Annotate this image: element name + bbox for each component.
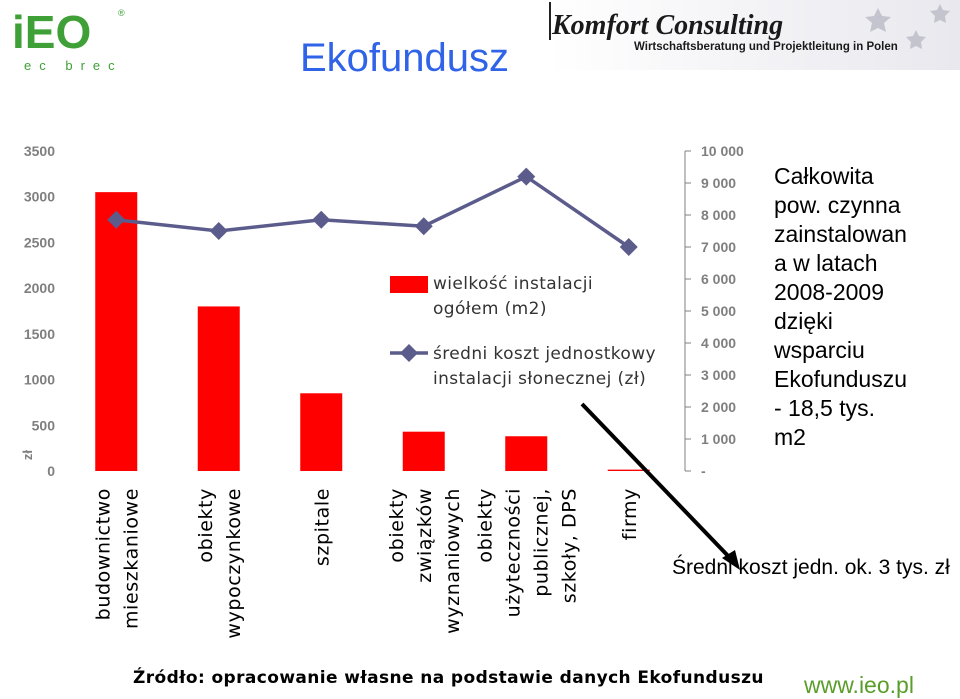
x-tick-label: obiekty wypoczynkowe bbox=[195, 488, 245, 639]
chart: 0 500 1000 1500 2000 2500 3000 3500 - 1 000 2 000… bbox=[20, 143, 744, 639]
y2-tick-label: 6 000 bbox=[701, 271, 736, 287]
x-tick-label: obiekty związków wyznaniowych bbox=[386, 488, 464, 634]
y-tick-label: 3500 bbox=[24, 143, 55, 159]
source-footer: Źródło: opracowanie własne na podstawie … bbox=[133, 668, 764, 688]
y-axis-title: zł bbox=[20, 450, 35, 461]
brand-name: Komfort Consulting bbox=[551, 10, 783, 41]
avg-cost-note: Średni koszt jedn. ok. 3 tys. zł bbox=[672, 556, 950, 579]
y2-tick-label: 1 000 bbox=[701, 431, 736, 447]
note-line: Całkowita bbox=[774, 163, 874, 189]
legend: wielkość instalacji ogółem (m2) średni kos… bbox=[390, 274, 656, 389]
line-series bbox=[107, 167, 638, 256]
line-point bbox=[312, 210, 331, 229]
line-point bbox=[517, 167, 536, 186]
y-axis-left: 0 500 1000 1500 2000 2500 3000 3500 bbox=[24, 143, 55, 479]
logo-sub: ec brec bbox=[24, 58, 123, 73]
total-area-note: Całkowita pow. czynna zainstalowan a w lata… bbox=[774, 162, 960, 452]
y2-tick-label: 4 000 bbox=[701, 335, 736, 351]
x-tick-label-line: użyteczności bbox=[502, 488, 524, 617]
legend-label-line: instalacji słonecznej (zł) bbox=[433, 369, 646, 389]
x-tick-label-line: publicznej, bbox=[530, 488, 552, 597]
note-line: wsparciu bbox=[774, 337, 865, 363]
note-line: m2 bbox=[774, 424, 806, 450]
y-tick-label: 1500 bbox=[24, 326, 55, 342]
line-point bbox=[619, 238, 638, 256]
y2-tick-label: 10 000 bbox=[701, 143, 744, 159]
bar bbox=[300, 393, 343, 471]
x-tick-label: budownictwo mieszkaniowe bbox=[92, 488, 142, 629]
logo-registered: ® bbox=[118, 8, 125, 18]
legend-swatch-marker bbox=[400, 344, 418, 362]
page-title: Ekofundusz bbox=[300, 36, 510, 80]
ieo-logo: iEO ® ec brec bbox=[12, 6, 125, 73]
star-icons bbox=[865, 4, 950, 49]
x-tick-label: firmy bbox=[619, 488, 641, 540]
x-axis-labels: budownictwo mieszkaniowe obiekty wypoczynko… bbox=[92, 488, 641, 639]
brand-tagline: Wirtschaftsberatung und Projektleitung i… bbox=[634, 41, 898, 53]
bar bbox=[95, 192, 138, 471]
legend-label-bar: wielkość instalacji bbox=[433, 274, 593, 294]
note-line: pow. czynna bbox=[774, 192, 901, 218]
legend-swatch-bar bbox=[390, 276, 428, 293]
y2-tick-label: 7 000 bbox=[701, 239, 736, 255]
x-tick-label-line: mieszkaniowe bbox=[120, 488, 142, 629]
y-tick-label: 0 bbox=[47, 463, 55, 479]
x-tick-label-line: szpitale bbox=[311, 488, 333, 566]
x-tick-label-line: szkoły, DPS bbox=[558, 488, 580, 603]
line-point bbox=[414, 217, 433, 236]
x-tick-label-line: związków bbox=[414, 488, 436, 583]
y2-tick-label: 5 000 bbox=[701, 303, 736, 319]
y-tick-label: 2000 bbox=[24, 280, 55, 296]
legend-label-bar: ogółem (m2) bbox=[433, 299, 547, 319]
logo-letters: iEO bbox=[12, 6, 91, 58]
y-tick-label: 500 bbox=[32, 417, 56, 433]
x-tick-label-line: obiekty bbox=[195, 488, 217, 563]
line-point bbox=[209, 222, 228, 240]
banner-background bbox=[548, 0, 960, 70]
line-path bbox=[116, 174, 630, 249]
y2-tick-label: 8 000 bbox=[701, 207, 736, 223]
legend-label-line: średni koszt jednostkowy bbox=[433, 344, 656, 364]
komfort-logo: Komfort Consulting Wirtschaftsberatung u… bbox=[548, 0, 960, 70]
x-tick-label-line: obiekty bbox=[386, 488, 408, 563]
website-url: www.ieo.pl bbox=[804, 672, 914, 698]
note-line: a w latach bbox=[774, 250, 878, 276]
note-line: dzięki bbox=[774, 308, 833, 334]
note-line: - 18,5 tys. bbox=[774, 395, 875, 421]
x-tick-label: szpitale bbox=[311, 488, 333, 566]
note-line: 2008-2009 bbox=[774, 279, 884, 305]
y2-tick-label: 3 000 bbox=[701, 367, 736, 383]
x-tick-label: obiekty użyteczności publicznej, szkoły, DP… bbox=[474, 488, 580, 617]
y2-tick-label: - bbox=[701, 463, 706, 479]
bar bbox=[607, 469, 650, 471]
bar bbox=[197, 306, 240, 471]
y-tick-label: 3000 bbox=[24, 189, 55, 205]
y2-tick-label: 2 000 bbox=[701, 399, 736, 415]
x-tick-label-line: firmy bbox=[619, 488, 641, 540]
y-axis-right: - 1 000 2 000 3 000 4 000 5 000 6 000 7 000 8 00… bbox=[684, 143, 744, 479]
pointer-arrow bbox=[580, 402, 740, 570]
x-tick-label-line: obiekty bbox=[474, 488, 496, 563]
bar bbox=[402, 431, 445, 471]
bar-series bbox=[95, 192, 650, 471]
note-line: Ekofunduszu bbox=[774, 366, 907, 392]
y-tick-label: 2500 bbox=[24, 234, 55, 250]
note-line: zainstalowan bbox=[774, 221, 907, 247]
x-tick-label-line: wypoczynkowe bbox=[223, 488, 245, 639]
line-point bbox=[107, 210, 126, 229]
y-tick-label: 1000 bbox=[24, 372, 55, 388]
y2-tick-label: 9 000 bbox=[701, 175, 736, 191]
bar bbox=[505, 436, 548, 471]
x-tick-label-line: budownictwo bbox=[92, 488, 114, 620]
x-tick-label-line: wyznaniowych bbox=[442, 488, 464, 634]
